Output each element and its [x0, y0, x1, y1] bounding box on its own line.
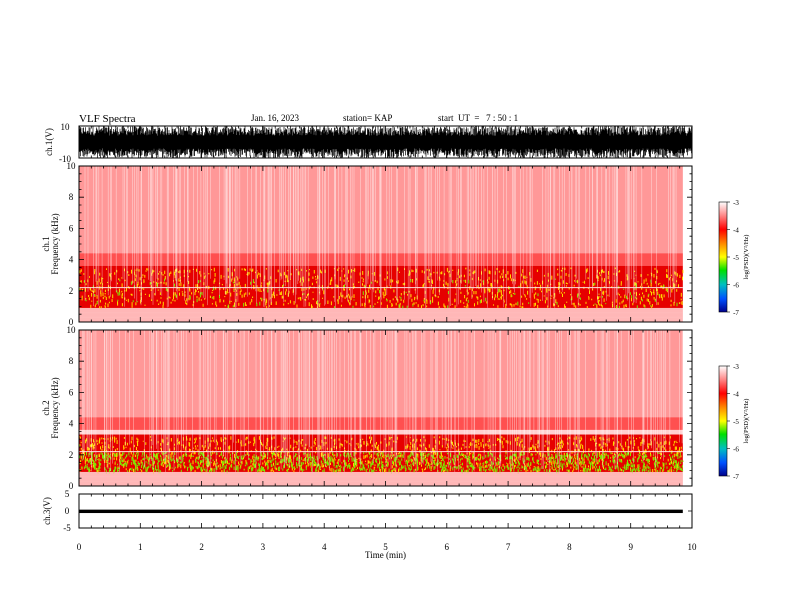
spectrogram-low-band: [79, 471, 683, 486]
xtick-label-6: 6: [445, 542, 450, 552]
date-label: Jan. 16, 2023: [251, 113, 299, 123]
spectrogram-yellow-speckles: [79, 436, 682, 475]
colorbar-2: [718, 365, 728, 477]
ytick-label-1-1: 2: [69, 286, 74, 296]
ch1-ytick-top: 10: [61, 122, 71, 132]
ylabel-channel-2: ch.2: [41, 400, 51, 415]
colorbar-1: [718, 201, 728, 313]
colorbar-tick-label-2-1: -4: [733, 391, 739, 399]
xtick-label-8: 8: [567, 542, 572, 552]
spectrogram-mid-band: [79, 417, 683, 430]
colorbar-tick-label-2-4: -7: [733, 473, 739, 481]
spectrogram-upper-band: [79, 330, 683, 430]
ytick-label-1-5: 10: [67, 161, 77, 171]
xtick-label-3: 3: [261, 542, 266, 552]
ch3-ylabel: ch.3(V): [42, 497, 52, 525]
spectrogram-green-speckles: [79, 451, 684, 474]
station-label: station= KAP: [343, 113, 393, 123]
colorbar-tick-label-1-1: -4: [733, 227, 739, 235]
ytick-label-2-2: 4: [69, 419, 74, 429]
spectrogram-streaks: [82, 330, 683, 474]
ytick-label-1-2: 4: [69, 255, 74, 265]
x-ticks-3: [78, 494, 693, 528]
ytick-label-2-3: 6: [69, 387, 74, 397]
ytick-label-2-0: 0: [69, 481, 74, 491]
x-ticks-2: [78, 330, 693, 486]
xtick-label-7: 7: [506, 542, 511, 552]
y-ticks-spectro-2: [79, 329, 692, 487]
xtick-label-1: 1: [138, 542, 143, 552]
xtick-label-10: 10: [688, 542, 698, 552]
ytick-label-1-4: 8: [69, 192, 74, 202]
colorbar-tick-label-1-2: -5: [733, 254, 739, 262]
x-ticks-0: [78, 126, 693, 158]
colorbar-tick-label-2-2: -5: [733, 418, 739, 426]
colorbar-tick-label-2-3: -6: [733, 446, 739, 454]
ch3-ytick-2: -5: [63, 523, 71, 533]
x-axis-label: Time (min): [365, 550, 406, 560]
ytick-label-1-0: 0: [69, 317, 74, 327]
ylabel-channel-1: ch.1: [41, 236, 51, 251]
colorbar-tick-label-1-0: -3: [733, 199, 739, 207]
ch3-ytick-1: 0: [65, 506, 70, 516]
spectrogram-layer: [78, 166, 684, 486]
ytick-label-2-5: 10: [67, 325, 77, 335]
xtick-label-5: 5: [383, 542, 388, 552]
axes-layer: [78, 125, 730, 529]
xtick-label-9: 9: [628, 542, 633, 552]
ch1-ytick-bottom: -10: [59, 154, 71, 164]
spectrogram-yellow-speckles: [79, 267, 684, 310]
start-ut-label: start UT = 7 : 50 : 1: [438, 113, 519, 123]
ytick-label-2-4: 8: [69, 356, 74, 366]
colorbar-tick-label-1-4: -7: [733, 309, 739, 317]
spectrogram-low-band: [79, 307, 683, 322]
x-ticks-1: [78, 166, 693, 322]
ytick-label-1-3: 6: [69, 223, 74, 233]
y-ticks-spectro-1: [79, 165, 692, 323]
colorbar-tick-label-2-0: -3: [733, 363, 739, 371]
ch3-level-band: [79, 509, 683, 514]
xtick-label-2: 2: [199, 542, 204, 552]
colorbar-label-2: log(PSD)(V²/Hz): [743, 399, 750, 444]
xtick-label-0: 0: [77, 542, 82, 552]
ch1-ylabel: ch.1(V): [44, 128, 54, 156]
spectrogram-streaks: [78, 166, 677, 310]
ch3-ytick-0: 5: [65, 489, 70, 499]
figure-title: VLF Spectra: [79, 113, 136, 125]
ylabel-frequency-1: Frequency (kHz): [50, 213, 60, 274]
xtick-label-4: 4: [322, 542, 327, 552]
colorbar-tick-label-1-3: -6: [733, 282, 739, 290]
ytick-label-2-1: 2: [69, 450, 74, 460]
colorbar-label-1: log(PSD)(V²/Hz): [743, 235, 750, 280]
ylabel-frequency-2: Frequency (kHz): [50, 377, 60, 438]
